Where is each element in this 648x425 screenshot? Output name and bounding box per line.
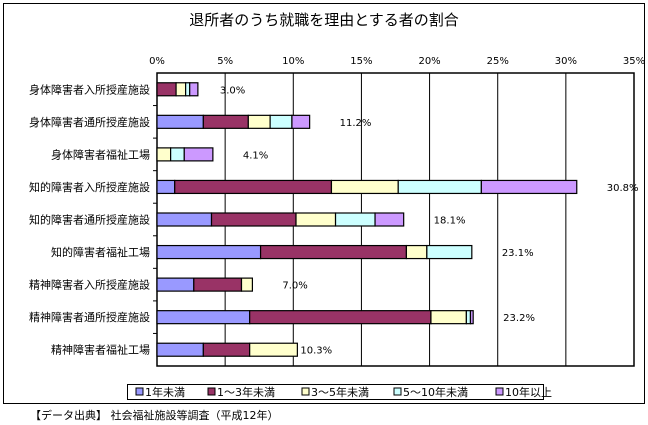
category-label: 身体障害者通所授産施設 [29, 115, 150, 129]
category-label: 精神障害者通所授産施設 [29, 310, 150, 324]
category-label: 知的障害者通所授産施設 [29, 213, 150, 227]
legend-label: 10年以上 [505, 385, 552, 399]
x-tick-label: 25% [487, 56, 509, 67]
legend-label: 1年未満 [145, 385, 185, 399]
legend-box [127, 384, 544, 400]
category-label: 知的障害者入所授産施設 [29, 180, 150, 194]
bar-segment [330, 179, 399, 195]
legend-swatch [495, 387, 504, 396]
category-label: 身体障害者入所授産施設 [29, 82, 150, 96]
legend-label: 3～5年未満 [311, 385, 369, 399]
bar-segment [183, 147, 214, 162]
bar-segment [175, 82, 187, 97]
total-label: 11.2% [340, 118, 372, 129]
bar-segment [259, 244, 408, 260]
bar-segment [156, 244, 262, 260]
legend-swatch [207, 387, 216, 396]
bar-segment [156, 277, 195, 292]
total-label: 7.0% [282, 281, 307, 292]
legend-swatch [393, 387, 402, 396]
total-label: 18.1% [434, 216, 466, 227]
bar-segment [249, 342, 298, 357]
bar-segment [291, 114, 311, 129]
bar-segment [374, 212, 405, 227]
bar-segment [426, 244, 473, 260]
legend-swatch [301, 387, 310, 396]
bar-segment [405, 244, 428, 260]
x-tick-label: 5% [217, 56, 233, 67]
footnote: 【データ出典】 社会福祉施設等調査（平成12年） [30, 409, 279, 422]
category-label: 身体障害者福祉工場 [51, 147, 150, 161]
x-tick-label: 20% [418, 56, 440, 67]
total-label: 30.8% [607, 183, 639, 194]
bar-segment [397, 179, 482, 195]
bar-segment [210, 212, 297, 227]
total-label: 10.3% [300, 346, 332, 357]
bar-segment [156, 114, 204, 129]
bar-segment [156, 82, 177, 97]
category-label: 精神障害者入所授産施設 [29, 278, 150, 292]
bar-segment [189, 82, 199, 97]
x-tick-label: 35% [623, 56, 645, 67]
legend-label: 5～10年未満 [403, 385, 468, 399]
x-tick-label: 15% [350, 56, 372, 67]
bar-segment [156, 212, 213, 227]
chart-title: 退所者のうち就職を理由とする者の割合 [189, 11, 459, 29]
bar-segment [156, 179, 176, 195]
x-tick-label: 0% [149, 56, 165, 67]
total-label: 23.1% [502, 248, 534, 259]
x-tick-label: 30% [555, 56, 577, 67]
bar-segment [240, 277, 254, 292]
bar-segment [202, 114, 249, 129]
bar-segment [156, 147, 172, 162]
total-label: 3.0% [220, 85, 245, 96]
bar-segment [247, 114, 271, 129]
bar-segment [465, 310, 472, 325]
bar-segment [185, 82, 191, 97]
total-label: 23.2% [503, 313, 535, 324]
bar-segment [156, 310, 251, 325]
category-label: 知的障害者福祉工場 [51, 245, 150, 259]
bar-segment [202, 342, 251, 357]
bar-segment [480, 179, 578, 195]
legend-swatch [135, 387, 144, 396]
bar-segment [249, 310, 432, 325]
bar-segment [469, 310, 474, 325]
bar-segment [156, 342, 204, 357]
x-tick-label: 10% [282, 56, 304, 67]
bar-segment [174, 179, 333, 195]
bar-segment [170, 147, 185, 162]
bar-segment [430, 310, 467, 325]
bar-segment [295, 212, 337, 227]
bar-segment [334, 212, 376, 227]
bar-segment [193, 277, 243, 292]
legend-label: 1～3年未満 [217, 385, 275, 399]
category-label: 精神障害者福祉工場 [51, 343, 150, 357]
total-label: 4.1% [243, 150, 268, 161]
bar-segment [269, 114, 293, 129]
